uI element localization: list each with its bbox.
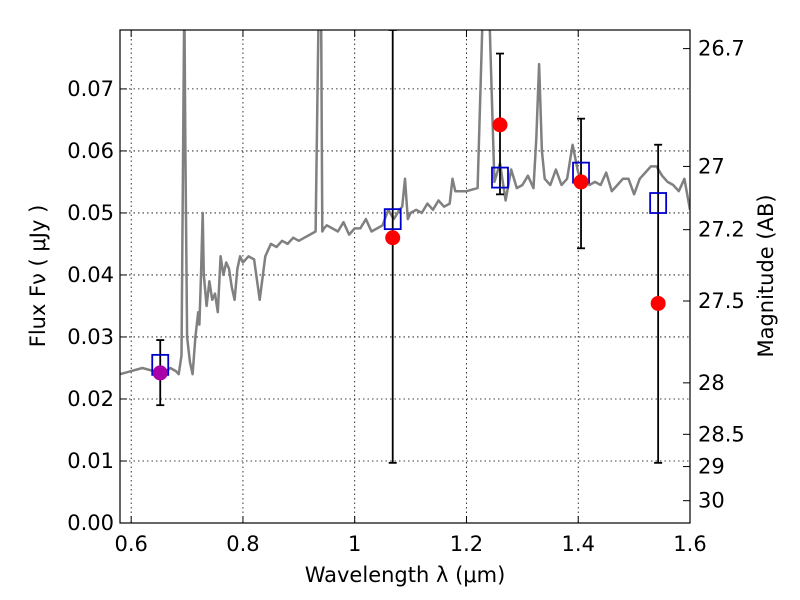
mag-tick-label: 27.2 [698,218,745,242]
x-tick-label: 0.6 [114,532,147,556]
right-axis-title: Magnitude (AB) [754,194,778,357]
model-spectrum [120,30,690,376]
mag-tick-label: 30 [698,489,725,513]
y-tick-label: 0.06 [67,139,114,163]
error-bars [156,30,663,464]
y-tick-label: 0.04 [67,263,114,287]
y-tick-label: 0.05 [67,201,114,225]
model-photometry-square [383,208,402,231]
x-tick-label: 1.6 [673,532,706,556]
model-photometry-square [491,166,509,189]
observed-point [385,230,401,246]
observed-point [573,174,589,190]
observed-points [152,117,666,381]
observed-point [492,117,508,133]
y-tick-label: 0.03 [67,325,114,349]
mag-tick-label: 27.5 [698,289,745,313]
mag-tick-label: 28 [698,371,725,395]
plot-frame [119,29,691,524]
observed-point [152,365,168,381]
mag-tick-label: 29 [698,455,725,479]
y-tick-label: 0.00 [67,511,114,535]
mag-tick-label: 28.5 [698,422,745,446]
axis-ticks: 0.6 0.8 1 1.2 1.4 1.6 0.00 0.01 0.02 0.03 0.04 0.05… [67,30,745,556]
grid [120,30,690,523]
y-axis-title: Flux Fν ( μJy ) [26,205,50,348]
x-tick-label: 1 [348,532,361,556]
mag-tick-label: 26.7 [698,37,745,61]
x-tick-label: 1.4 [562,532,595,556]
mag-tick-label: 27 [698,154,725,178]
x-axis-title: Wavelength λ (μm) [305,563,506,587]
y-tick-label: 0.02 [67,387,114,411]
y-tick-label: 0.01 [67,449,114,473]
y-tick-label: 0.07 [67,77,114,101]
x-tick-label: 0.8 [226,532,259,556]
observed-point [650,295,666,311]
model-spectrum-line [120,30,690,376]
x-tick-label: 1.2 [450,532,483,556]
model-photometry-square [649,192,668,214]
